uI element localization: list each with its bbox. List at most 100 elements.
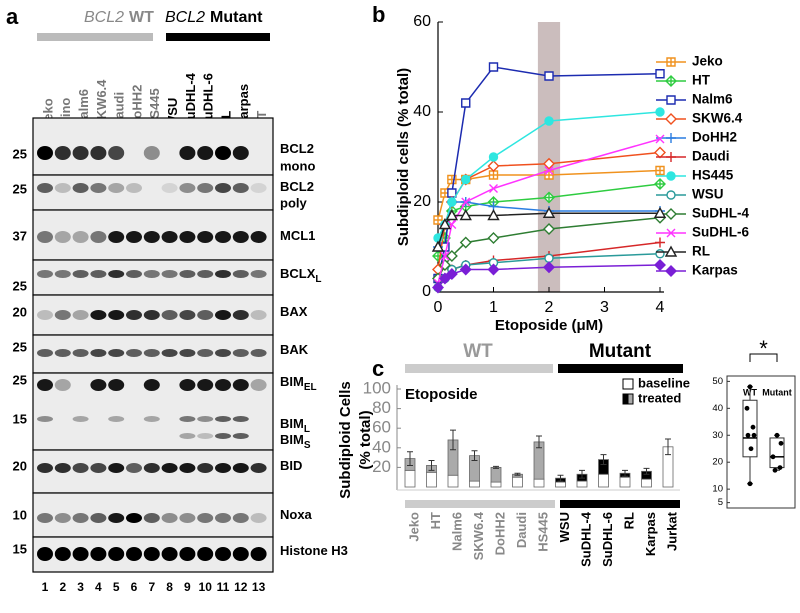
band (126, 349, 142, 357)
data-point (774, 432, 780, 438)
lane-number: 1 (42, 580, 49, 594)
band (108, 310, 125, 320)
legend-marker (666, 95, 676, 105)
legend-swatch (622, 393, 629, 405)
band (232, 146, 249, 160)
band (37, 270, 53, 278)
x-tick-label: Jeko (406, 512, 421, 542)
x-tick-label: 3 (600, 299, 609, 316)
size-marker: 25 (13, 372, 27, 387)
x-tick-label: Nalm6 (449, 512, 464, 551)
lane-label: Karpas (236, 84, 251, 128)
x-tick-label: HT (428, 512, 443, 529)
data-point (438, 218, 452, 230)
error-bar (450, 429, 456, 451)
bar-baseline (576, 480, 588, 488)
band (215, 231, 231, 243)
band (72, 310, 89, 320)
x-tick-label: HS445 (535, 512, 550, 552)
group-bar (37, 33, 153, 41)
band (72, 146, 89, 160)
legend-label: DoHH2 (692, 130, 737, 145)
lane-label: SKW6.4 (94, 79, 109, 128)
protein: BIM (280, 416, 304, 431)
gene: BCL2 (165, 9, 205, 26)
legend-label: Jeko (692, 54, 723, 69)
data-point (461, 174, 471, 185)
data-point (488, 258, 499, 268)
blot-strip (32, 174, 274, 211)
protein: BAX (280, 304, 308, 319)
band (143, 349, 160, 357)
protein: BIM (280, 374, 304, 389)
bar-baseline (426, 471, 437, 488)
data-point (431, 240, 445, 252)
band (179, 183, 196, 193)
group-header: BCL2 Mutant (165, 9, 263, 26)
band (126, 463, 142, 473)
band (108, 513, 125, 523)
band (250, 183, 267, 193)
legend-marker (666, 190, 676, 200)
band (54, 547, 71, 561)
panel-label: a (6, 4, 19, 29)
band (54, 379, 71, 391)
band (250, 463, 267, 473)
legend-label: SuDHL-4 (692, 206, 749, 221)
legend-marker (666, 57, 676, 67)
band (215, 547, 231, 561)
box (742, 399, 758, 458)
size-marker: 20 (13, 458, 27, 473)
band (197, 379, 214, 391)
band (232, 416, 249, 422)
legend-marker (666, 133, 676, 143)
y-tick-label: 40 (413, 103, 431, 120)
band (126, 547, 142, 561)
band (250, 349, 267, 357)
band (90, 183, 107, 193)
data-point (543, 191, 555, 204)
band (179, 416, 196, 422)
y-tick-label: 100 (363, 378, 391, 397)
band (72, 349, 89, 357)
size-marker: 37 (13, 228, 27, 243)
band (108, 379, 125, 391)
error-bar (643, 467, 650, 475)
legend-marker (665, 113, 677, 125)
size-marker: 10 (13, 507, 27, 522)
band (161, 270, 178, 278)
data-point (447, 197, 457, 207)
error-bar (428, 460, 435, 471)
band (179, 433, 196, 439)
band (108, 270, 125, 278)
data-point (440, 251, 450, 261)
y-tick-label: 40 (712, 403, 723, 414)
band (72, 547, 89, 561)
band (232, 547, 249, 561)
data-point (655, 107, 665, 117)
band (126, 310, 142, 320)
row-label: BID (280, 458, 302, 473)
y-tick-label: 60 (372, 418, 391, 437)
band (108, 231, 125, 243)
band (197, 416, 214, 422)
error-bar (622, 469, 628, 477)
data-point (777, 465, 783, 470)
band (250, 547, 267, 561)
data-point (447, 188, 457, 198)
lane-number: 6 (131, 580, 138, 594)
band (54, 349, 71, 357)
band (215, 183, 231, 193)
row-label: MCL1 (280, 228, 315, 243)
band (143, 513, 160, 523)
legend-label: RL (692, 244, 710, 259)
band (161, 349, 178, 357)
band (197, 270, 214, 278)
band (161, 231, 178, 243)
x-tick-label: RL (621, 512, 636, 529)
error-bar (493, 465, 499, 469)
subscript: EL (304, 382, 317, 393)
data-point (544, 253, 554, 263)
